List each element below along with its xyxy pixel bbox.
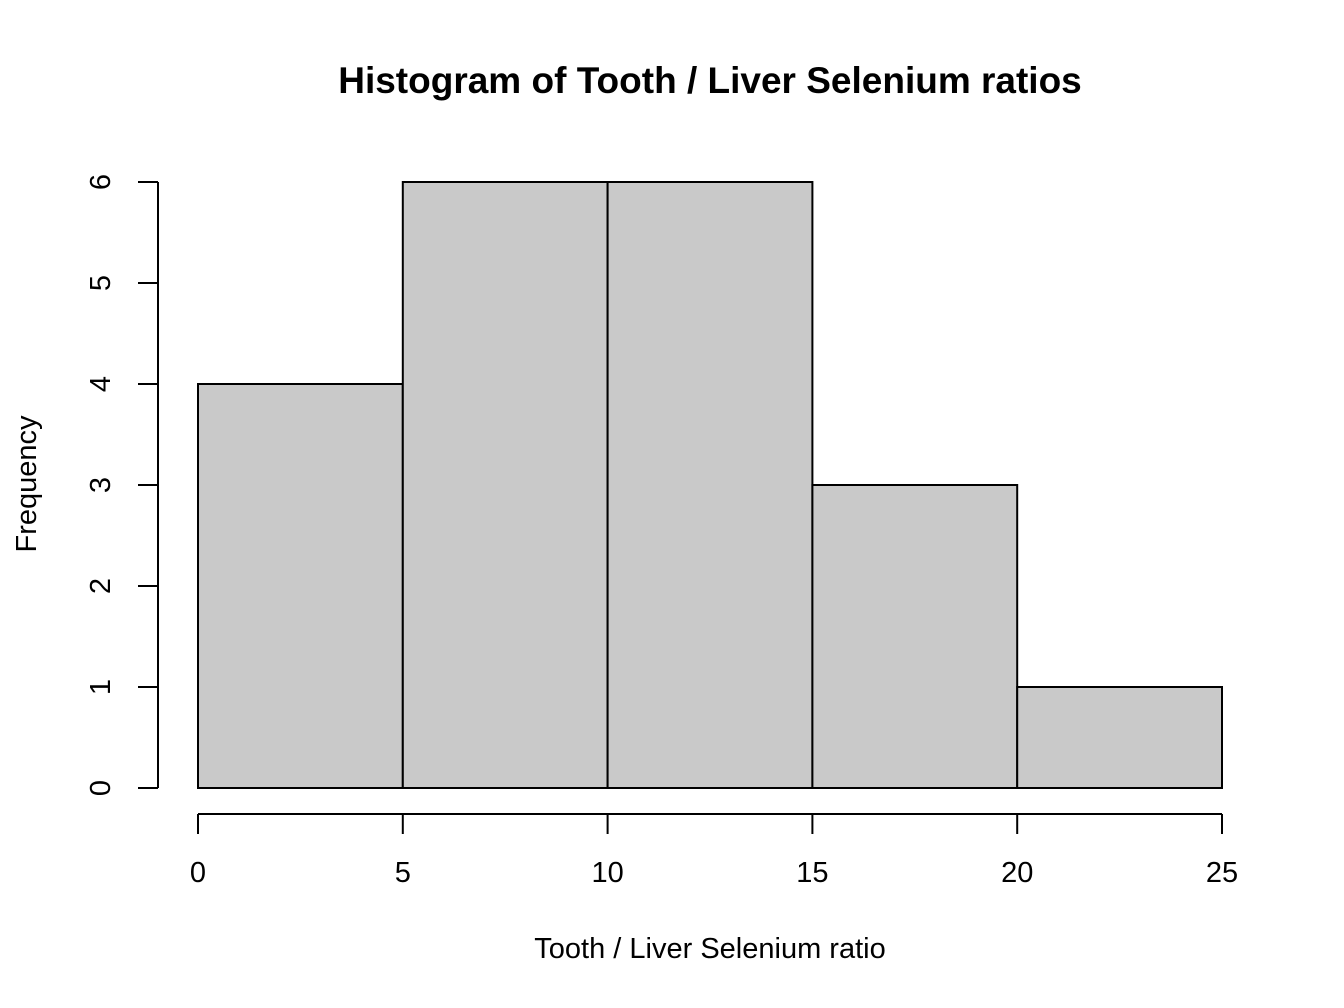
y-tick-label-0: 0 (85, 780, 117, 796)
x-axis-label: Tooth / Liver Selenium ratio (534, 933, 885, 965)
y-tick-label-3: 3 (85, 477, 117, 493)
histogram-bar-2 (606, 181, 814, 789)
x-tick-label-3: 15 (796, 857, 828, 889)
x-axis: 0 5 10 15 20 25 (190, 813, 1238, 889)
x-tick-label-5: 25 (1206, 857, 1238, 889)
y-tick-label-1: 1 (85, 679, 117, 695)
x-tick-label-2: 10 (591, 857, 623, 889)
x-tick-label-1: 5 (395, 857, 411, 889)
histogram-bar-3 (811, 484, 1019, 789)
chart-title: Histogram of Tooth / Liver Selenium rati… (338, 60, 1082, 101)
histogram-bar-0 (197, 383, 404, 789)
y-tick-label-2: 2 (85, 578, 117, 594)
y-tick-label-6: 6 (85, 174, 117, 190)
bars-group (197, 181, 1224, 789)
y-axis-label: Frequency (11, 415, 43, 553)
y-tick-label-4: 4 (85, 376, 117, 392)
x-tick-label-0: 0 (190, 857, 206, 889)
x-tick-label-4: 20 (1001, 857, 1033, 889)
y-axis: 0 1 2 3 4 5 6 (85, 174, 159, 796)
histogram-bar-1 (401, 181, 609, 789)
histogram-bar-4 (1016, 686, 1224, 789)
y-tick-label-5: 5 (85, 275, 117, 291)
